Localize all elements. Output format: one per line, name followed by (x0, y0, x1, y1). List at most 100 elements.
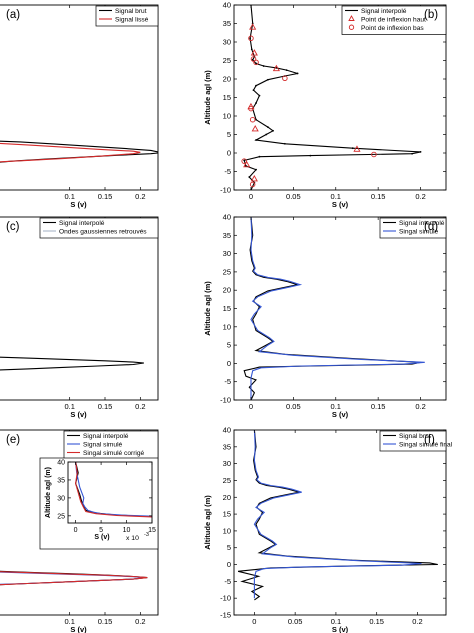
data-point (267, 78, 269, 81)
x-tick-label: 0 (252, 617, 256, 626)
y-tick-label: -5 (224, 167, 231, 176)
x-tick-label: 0.15 (98, 192, 113, 201)
data-point (275, 67, 278, 69)
x-tick-label: 0.15 (369, 617, 384, 626)
x-axis-label: S (v) (332, 200, 349, 209)
data-point (265, 133, 268, 136)
x-tick-label: 0 (249, 192, 253, 201)
panel-d: 0 0.05 0.1 0.15 0.2 S (v) -10 -5 0 5 10 15 20 25 30 35 4… (203, 213, 447, 419)
y-tick-label: 30 (57, 495, 65, 502)
data-point (351, 147, 354, 150)
x-tick-label: 0.1 (64, 402, 74, 411)
x-tick-label: 0.05 (288, 617, 303, 626)
data-point (243, 159, 246, 162)
y-tick-label: 35 (57, 477, 65, 484)
y-axis-label: Altitude agl (m) (203, 70, 212, 125)
inflection-marker-low (241, 158, 247, 164)
data-point (411, 152, 413, 155)
data-point (267, 126, 269, 128)
panel-label: (f) (424, 434, 435, 446)
legend-box (341, 5, 447, 35)
data-point (419, 150, 422, 153)
x-axis-label: S (v) (332, 625, 349, 633)
y-tick-label: -10 (220, 396, 231, 405)
plot-frame (233, 216, 447, 401)
series-line-signal-liss- (0, 142, 141, 163)
x-multiplier-label: x 10 (126, 535, 139, 542)
y-tick-label: 25 (223, 56, 231, 65)
x-tick-label: 0.15 (98, 402, 113, 411)
panel-label: (c) (6, 221, 20, 233)
x-tick-label: 0.2 (135, 402, 145, 411)
x-tick-label: 0.15 (98, 617, 113, 626)
inflection-marker-high (250, 174, 258, 182)
panel-label: (b) (424, 9, 438, 21)
legend-label: Signal brut (399, 433, 431, 440)
x-tick-label: 0.1 (64, 192, 74, 201)
x-tick-label: 0.2 (415, 192, 425, 201)
y-tick-label: 0 (227, 149, 231, 158)
inflection-marker-high (272, 64, 280, 72)
panel-e: 0.1 0.15 0.2 S (v) Signal interpolé Signal si… (0, 429, 159, 633)
series-line-singal-simul-corrig- (0, 571, 148, 586)
data-point (258, 94, 261, 97)
x-tick-label: 0.15 (371, 192, 386, 201)
y-tick-label: -15 (220, 611, 231, 620)
y-tick-label: 0 (227, 359, 231, 368)
panel-c: 0.1 0.15 0.2 S (v) Signal interpolé Ondes gau… (0, 216, 159, 419)
y-tick-label: 5 (227, 130, 231, 139)
series-line-singal-simul- (250, 217, 425, 400)
legend-label: Signal simulé (83, 442, 123, 449)
y-tick-label: 25 (223, 267, 231, 276)
y-tick-label: 30 (223, 38, 231, 47)
legend-box (379, 430, 447, 452)
x-tick-label: 0.1 (331, 402, 341, 411)
data-point (309, 154, 312, 157)
inflection-marker-high (353, 145, 361, 152)
series-line-signal-interpol- (0, 356, 144, 371)
x-axis-label: S (v) (94, 534, 109, 541)
data-point (248, 176, 251, 178)
x-axis-label: S (v) (70, 200, 87, 209)
panel-e-inset: 0 5 10 15 S (v) 25 30 35 40 Altitude agl (m) x 10-… (39, 457, 159, 550)
plot-frame (233, 429, 447, 616)
data-point (283, 142, 286, 145)
y-tick-label: 10 (223, 526, 231, 535)
legend-label: Singal simulé corrigé (83, 450, 145, 457)
legend-label: Point de inflexion bas (361, 25, 424, 32)
y-tick-label: 25 (57, 513, 65, 520)
data-point (255, 118, 257, 121)
y-tick-label: -5 (224, 577, 231, 586)
y-tick-label: 15 (223, 304, 231, 313)
x-tick-label: 0.1 (64, 617, 74, 626)
y-axis-label: Altitude agl (m) (203, 495, 212, 550)
series-line-singal-simul-corrig- (75, 462, 152, 518)
data-point (255, 102, 257, 104)
x-tick-label: 5 (99, 527, 103, 534)
series-line-signal-simul- (75, 462, 152, 517)
y-tick-label: 0 (227, 560, 231, 569)
x-tick-label: 0.15 (371, 402, 386, 411)
series-line-signal-interpol- (243, 217, 421, 400)
data-point (249, 37, 252, 40)
series-line-signal-brut (237, 430, 438, 601)
panel-b: 0 0.05 0.1 0.15 0.2 S (v) -10 -5 0 5 10 15 20 25 30 35 4… (203, 1, 447, 209)
x-axis-label: S (v) (70, 625, 87, 633)
legend-label: Signal interpolé (83, 433, 129, 440)
x-tick-label: 0.05 (286, 192, 301, 201)
x-tick-label: 0.2 (135, 617, 145, 626)
x-tick-label: 0.2 (415, 402, 425, 411)
panel-a: 0.1 0.15 0.2 S (v) Signal brut Signal lissé (a… (0, 4, 159, 209)
data-point (255, 168, 257, 171)
x-multiplier-exponent: -3 (144, 532, 149, 538)
x-tick-label: 0.05 (286, 402, 301, 411)
x-tick-label: 0 (249, 402, 253, 411)
legend-label: Point de inflexion haut (361, 17, 426, 24)
data-point (285, 69, 288, 72)
plot-frame (0, 216, 159, 401)
inflection-marker-high (243, 160, 251, 168)
legend-label: Singal simulé final (399, 442, 453, 449)
plot-frame (67, 461, 153, 524)
y-tick-label: 35 (223, 442, 231, 451)
inflection-marker-low (253, 59, 259, 66)
